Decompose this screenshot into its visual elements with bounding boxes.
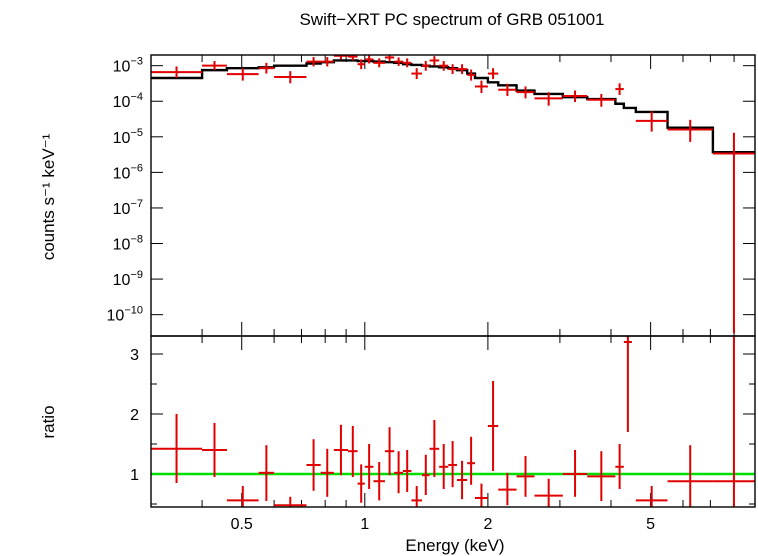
data-point (615, 83, 624, 95)
bottom-panel-ratio-points (151, 336, 755, 507)
data-point (712, 132, 755, 334)
ratio-point (635, 486, 668, 507)
y-tick-label: 10−5 (113, 127, 143, 147)
ratio-point (516, 456, 535, 497)
bottom-panel-y-axis-label: ratio (39, 405, 58, 438)
y-tick-label: 10−8 (113, 234, 143, 254)
data-point (274, 71, 307, 84)
y-tick-label: 10−6 (113, 162, 143, 182)
ratio-point (712, 336, 755, 507)
data-point (475, 80, 488, 94)
ratio-point (320, 448, 334, 497)
top-panel-y-axis-label: counts s⁻¹ keV⁻¹ (39, 133, 58, 260)
ratio-point (498, 472, 517, 506)
ratio-point (202, 423, 227, 477)
ratio-point (333, 424, 349, 476)
y-tick-label: 10−4 (113, 91, 143, 111)
data-point (422, 61, 430, 71)
ratio-point (487, 381, 499, 471)
ratio-point (394, 451, 404, 494)
ratio-point (562, 450, 588, 497)
x-tick-label: 5 (646, 516, 655, 533)
data-point (373, 58, 385, 68)
data-point (429, 56, 440, 66)
data-point (498, 83, 517, 97)
data-point (411, 68, 423, 80)
data-point (403, 58, 412, 68)
x-axis-label: Energy (keV) (405, 536, 504, 555)
data-point (258, 62, 275, 74)
x-tick-label: 0.5 (231, 516, 253, 533)
data-point (448, 64, 457, 75)
top-panel-data-points (151, 54, 755, 334)
data-point (306, 57, 321, 67)
ratio-point (357, 464, 365, 503)
bottom-panel-frame (150, 335, 756, 508)
ratio-point (439, 444, 449, 489)
ratio-point (615, 444, 624, 489)
data-point (635, 111, 668, 132)
data-point (364, 55, 374, 64)
data-point (348, 55, 358, 61)
data-point (587, 93, 616, 107)
y-tick-label: 10−7 (113, 198, 143, 218)
ratio-point (467, 436, 476, 485)
ratio-point (373, 462, 385, 501)
data-point (562, 90, 588, 103)
panel-frames (150, 54, 756, 508)
data-point (333, 54, 349, 60)
top-panel-frame (150, 54, 756, 337)
data-point (320, 57, 334, 67)
data-point (467, 69, 476, 81)
ratio-point (151, 414, 203, 483)
ratio-point (348, 426, 358, 477)
data-point (487, 68, 499, 80)
data-point (384, 55, 395, 62)
y-tick-label: 10−10 (107, 305, 143, 325)
ratio-point (384, 427, 395, 476)
data-point (357, 59, 365, 70)
ratio-point (306, 439, 321, 491)
data-point (394, 57, 404, 66)
data-point (151, 66, 203, 79)
data-point (456, 64, 468, 75)
ratio-point (274, 496, 307, 507)
ratio-point (429, 420, 440, 477)
ratio-point (403, 450, 412, 492)
y-tick-label: 3 (130, 347, 139, 364)
x-tick-label: 2 (483, 516, 492, 533)
ratio-point (667, 445, 713, 507)
top-panel-axis-ticks (150, 55, 756, 336)
data-point (667, 119, 713, 142)
tick-labels: 10−3 10−4 10−5 10−6 10−7 10−8 10−9 10−10 1 2 3 0.5 1… (107, 56, 656, 533)
y-tick-label: 1 (130, 467, 139, 484)
ratio-point (456, 460, 468, 500)
ratio-point (411, 486, 423, 507)
ratio-point (475, 483, 488, 507)
data-point (516, 86, 535, 99)
ratio-point (448, 441, 457, 488)
ratio-point (623, 336, 632, 432)
data-point (226, 68, 259, 81)
y-tick-label: 2 (130, 407, 139, 424)
ratio-point (364, 444, 374, 489)
y-tick-label: 10−3 (113, 56, 143, 76)
data-point (202, 61, 227, 71)
ratio-point (534, 478, 563, 507)
ratio-point (258, 445, 275, 501)
ratio-point (422, 454, 430, 495)
data-point (534, 92, 563, 106)
data-point (439, 61, 449, 71)
chart-title: Swift−XRT PC spectrum of GRB 051001 (299, 10, 604, 29)
y-tick-label: 10−9 (113, 269, 143, 289)
x-tick-label: 1 (360, 516, 369, 533)
ratio-point (587, 451, 616, 501)
ratio-point (226, 486, 259, 507)
